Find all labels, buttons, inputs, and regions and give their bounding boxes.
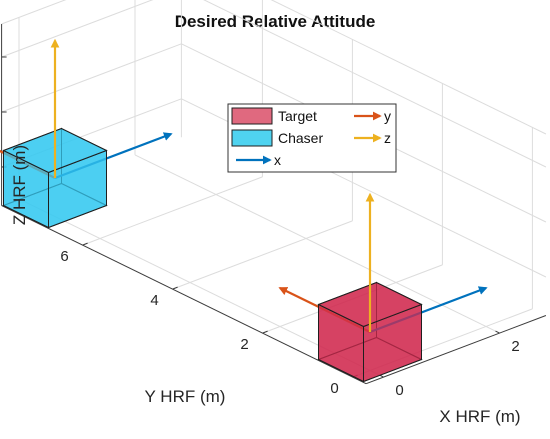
- z-axis-label: Z HRF (m): [10, 145, 29, 225]
- chart-title: Desired Relative Attitude: [175, 12, 376, 31]
- legend-swatch-target: [231, 107, 273, 125]
- grid-top-edge: [1, 0, 67, 25]
- legend-label-z: z: [384, 130, 391, 146]
- legend-swatch-chaser: [231, 129, 273, 147]
- plot-scene: [0, 38, 488, 383]
- x-tick-label: 0: [395, 382, 403, 399]
- y-tick-label: 2: [240, 336, 248, 353]
- grid-floor-x-line: [134, 154, 500, 334]
- x-axis-line: [365, 315, 547, 385]
- legend-label-x: x: [274, 152, 281, 168]
- y-tick-label: 4: [150, 292, 158, 309]
- x-axis-label: X HRF (m): [439, 407, 520, 426]
- y-axis-tick: [172, 286, 178, 290]
- x-tick-label: 2: [511, 338, 519, 355]
- tick-labels: 024602012: [60, 248, 519, 399]
- grid-top-edge: [270, 0, 547, 135]
- y-axis-label: Y HRF (m): [145, 387, 226, 406]
- legend-label-target: Target: [278, 108, 317, 124]
- y-axis-tick: [262, 330, 268, 334]
- grid: [1, 0, 547, 378]
- grid-floor-y-line: [82, 176, 263, 246]
- y-axis-tick: [82, 242, 88, 246]
- y-tick-label: 6: [60, 248, 68, 265]
- grid-floor-y-line: [172, 220, 353, 290]
- legend: Target Chaser x yz: [227, 103, 397, 173]
- grid-wall-z2-line: [1, 43, 182, 113]
- legend-label-chaser: Chaser: [278, 130, 323, 146]
- y-tick-label: 0: [330, 380, 338, 397]
- x-axis-tick: [495, 330, 500, 334]
- y-axis-line: [1, 205, 367, 385]
- legend-label-y: y: [384, 108, 391, 124]
- grid-wall-z2-line: [1, 0, 154, 58]
- grid-wall-z-line: [203, 0, 547, 168]
